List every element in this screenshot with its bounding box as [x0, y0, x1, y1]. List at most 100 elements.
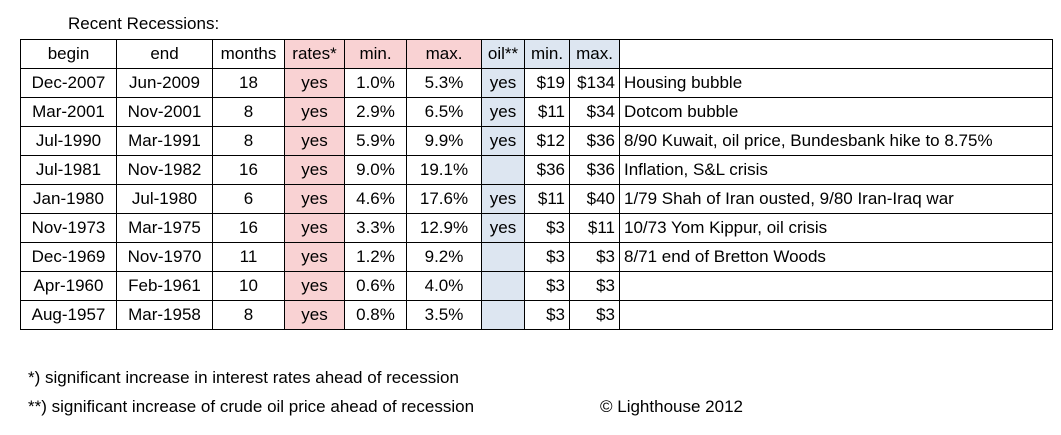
table-title: Recent Recessions: [68, 14, 220, 33]
cell-end: Nov-2001 [116, 97, 213, 127]
recessions-table: begin end months rates* min. max. oil** … [20, 39, 1053, 330]
table-row: Dec-1969 Nov-1970 11 yes 1.2% 9.2% $3 $3 8/71 en… [20, 242, 1053, 272]
table-row: Dec-2007 Jun-2009 18 yes 1.0% 5.3% yes $19 $134 H… [20, 68, 1053, 98]
cell-begin: Apr-1960 [20, 271, 117, 301]
footnote-rates: *) significant increase in interest rate… [28, 368, 459, 387]
cell-description: Dotcom bubble [619, 97, 1053, 127]
cell-oil-min: $3 [524, 213, 570, 243]
header-rate-min: min. [344, 39, 407, 69]
table-row: Apr-1960 Feb-1961 10 yes 0.6% 4.0% $3 $3 [20, 271, 1053, 301]
cell-months: 18 [212, 68, 285, 98]
cell-end: Nov-1970 [116, 242, 213, 272]
table-row: Mar-2001 Nov-2001 8 yes 2.9% 6.5% yes $11 $34 Dot… [20, 97, 1053, 127]
cell-description [619, 271, 1053, 301]
header-oil-min: min. [524, 39, 570, 69]
cell-oil [481, 242, 525, 272]
cell-oil-min: $11 [524, 97, 570, 127]
cell-rate-min: 3.3% [344, 213, 407, 243]
cell-rate-max: 17.6% [406, 184, 482, 214]
cell-begin: Nov-1973 [20, 213, 117, 243]
cell-oil [481, 155, 525, 185]
cell-rates: yes [284, 68, 345, 98]
cell-months: 8 [212, 126, 285, 156]
cell-months: 11 [212, 242, 285, 272]
header-oil: oil** [481, 39, 525, 69]
cell-description: 1/79 Shah of Iran ousted, 9/80 Iran-Iraq… [619, 184, 1053, 214]
cell-rate-min: 9.0% [344, 155, 407, 185]
header-months: months [212, 39, 285, 69]
cell-rate-max: 4.0% [406, 271, 482, 301]
table-row: Jul-1990 Mar-1991 8 yes 5.9% 9.9% yes $12 $36 8/9… [20, 126, 1053, 156]
cell-rate-min: 4.6% [344, 184, 407, 214]
cell-oil-max: $3 [569, 242, 620, 272]
header-description [619, 39, 1053, 69]
cell-begin: Jul-1990 [20, 126, 117, 156]
cell-rate-max: 19.1% [406, 155, 482, 185]
header-row: begin end months rates* min. max. oil** … [20, 39, 1053, 69]
table-row: Aug-1957 Mar-1958 8 yes 0.8% 3.5% $3 $3 [20, 300, 1053, 330]
table-row: Jan-1980 Jul-1980 6 yes 4.6% 17.6% yes $11 $40 1/… [20, 184, 1053, 214]
cell-begin: Jan-1980 [20, 184, 117, 214]
header-rate-max: max. [406, 39, 482, 69]
cell-rate-max: 6.5% [406, 97, 482, 127]
cell-months: 10 [212, 271, 285, 301]
cell-oil: yes [481, 213, 525, 243]
table-body: begin end months rates* min. max. oil** … [20, 39, 1053, 330]
cell-oil-max: $11 [569, 213, 620, 243]
cell-rates: yes [284, 126, 345, 156]
cell-oil-max: $40 [569, 184, 620, 214]
cell-begin: Dec-2007 [20, 68, 117, 98]
cell-rate-min: 2.9% [344, 97, 407, 127]
cell-begin: Mar-2001 [20, 97, 117, 127]
cell-oil [481, 300, 525, 330]
header-begin: begin [20, 39, 117, 69]
cell-rate-min: 0.6% [344, 271, 407, 301]
cell-end: Mar-1958 [116, 300, 213, 330]
cell-rates: yes [284, 155, 345, 185]
cell-end: Mar-1991 [116, 126, 213, 156]
cell-begin: Aug-1957 [20, 300, 117, 330]
cell-months: 6 [212, 184, 285, 214]
cell-description: Inflation, S&L crisis [619, 155, 1053, 185]
cell-rate-max: 3.5% [406, 300, 482, 330]
cell-months: 8 [212, 300, 285, 330]
cell-begin: Dec-1969 [20, 242, 117, 272]
cell-begin: Jul-1981 [20, 155, 117, 185]
cell-months: 16 [212, 213, 285, 243]
cell-description [619, 300, 1053, 330]
header-rates: rates* [284, 39, 345, 69]
header-end: end [116, 39, 213, 69]
cell-rate-min: 1.2% [344, 242, 407, 272]
cell-oil-min: $11 [524, 184, 570, 214]
cell-end: Jun-2009 [116, 68, 213, 98]
cell-oil-min: $3 [524, 300, 570, 330]
cell-description: 10/73 Yom Kippur, oil crisis [619, 213, 1053, 243]
cell-rates: yes [284, 213, 345, 243]
cell-rates: yes [284, 97, 345, 127]
cell-oil-max: $134 [569, 68, 620, 98]
cell-description: 8/90 Kuwait, oil price, Bundesbank hike … [619, 126, 1053, 156]
cell-rates: yes [284, 271, 345, 301]
cell-oil-max: $36 [569, 126, 620, 156]
cell-oil-max: $34 [569, 97, 620, 127]
cell-oil: yes [481, 184, 525, 214]
copyright: © Lighthouse 2012 [600, 397, 743, 416]
cell-rate-max: 12.9% [406, 213, 482, 243]
cell-oil-max: $36 [569, 155, 620, 185]
cell-rates: yes [284, 242, 345, 272]
cell-rates: yes [284, 184, 345, 214]
cell-months: 16 [212, 155, 285, 185]
cell-oil-min: $36 [524, 155, 570, 185]
cell-end: Jul-1980 [116, 184, 213, 214]
cell-oil-min: $19 [524, 68, 570, 98]
cell-rates: yes [284, 300, 345, 330]
cell-end: Feb-1961 [116, 271, 213, 301]
cell-oil-max: $3 [569, 271, 620, 301]
cell-oil-min: $3 [524, 242, 570, 272]
cell-oil-max: $3 [569, 300, 620, 330]
cell-months: 8 [212, 97, 285, 127]
cell-rate-min: 0.8% [344, 300, 407, 330]
cell-description: Housing bubble [619, 68, 1053, 98]
cell-rate-max: 9.2% [406, 242, 482, 272]
cell-end: Mar-1975 [116, 213, 213, 243]
